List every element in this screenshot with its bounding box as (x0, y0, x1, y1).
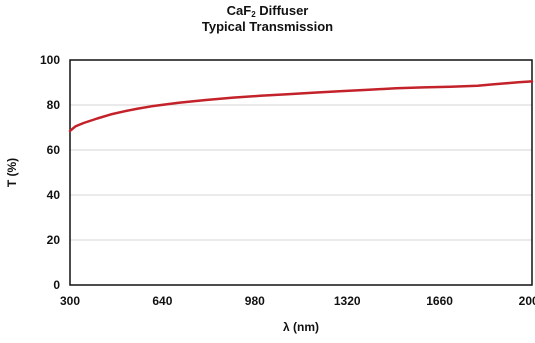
x-tick-label-300: 300 (60, 294, 80, 308)
series-line-0 (68, 80, 534, 133)
chart-title-line-2: Typical Transmission (201, 19, 334, 34)
y-tick-label-40: 40 (47, 188, 61, 202)
y-tick-label-20: 20 (47, 233, 61, 247)
x-tick-label-1660: 1660 (426, 294, 453, 308)
grid-layer (70, 104, 532, 241)
title-suffix: Diffuser (255, 3, 309, 18)
y-tick-label-80: 80 (47, 98, 61, 112)
x-axis-label: λ (nm) (283, 320, 319, 334)
chart-title: CaF2 Diffuser Typical Transmission (0, 3, 535, 35)
y-axis-label: T (%) (5, 158, 19, 187)
x-tick-label-2000: 2000 (519, 294, 535, 308)
tick-labels: 0 20 40 60 80 100 300 640 980 1320 1660 2000 (40, 53, 535, 308)
chart-title-line-1: CaF2 Diffuser (0, 3, 535, 19)
axes-layer (69, 59, 533, 286)
x-tick-label-1320: 1320 (334, 294, 361, 308)
y-tick-label-0: 0 (53, 278, 60, 292)
y-tick-label-60: 60 (47, 143, 61, 157)
plot-frame (69, 59, 533, 286)
x-tick-label-980: 980 (245, 294, 265, 308)
y-tick-label-100: 100 (40, 53, 60, 67)
x-tick-label-640: 640 (152, 294, 172, 308)
title-prefix: CaF (226, 3, 252, 18)
title-subscript: 2 (251, 10, 256, 19)
series-layer (68, 80, 534, 133)
